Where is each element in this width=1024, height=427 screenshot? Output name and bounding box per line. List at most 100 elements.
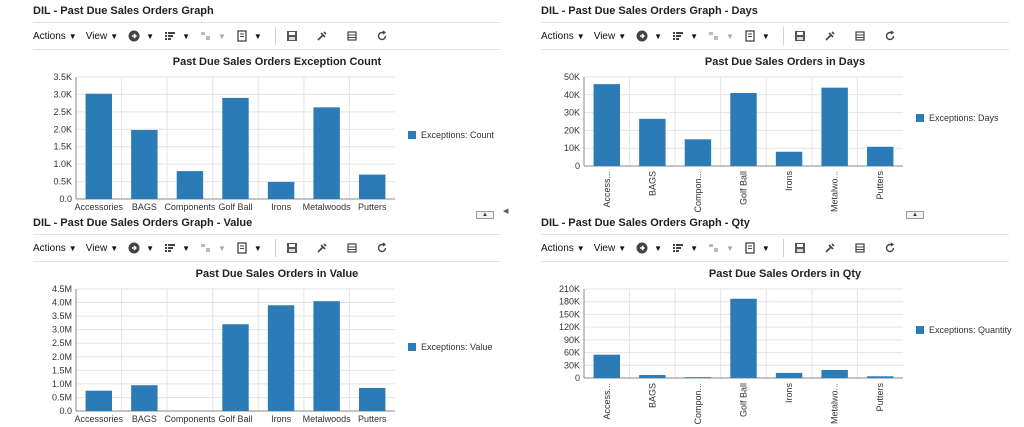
legend-label[interactable]: Exceptions: Days <box>929 113 999 123</box>
bar[interactable] <box>593 84 621 166</box>
bar[interactable] <box>684 377 712 378</box>
bar[interactable] <box>358 387 386 411</box>
panel-collapse-button[interactable]: ▲ <box>906 211 924 219</box>
refresh-button[interactable] <box>375 29 396 43</box>
bar[interactable] <box>639 118 666 166</box>
y-tick-label: 2.5M <box>52 338 72 348</box>
go-button[interactable]: ▼ <box>127 241 154 255</box>
detach-button[interactable] <box>853 29 874 43</box>
chevron-down-icon: ▼ <box>182 243 190 253</box>
go-icon <box>635 241 649 255</box>
columns-button[interactable]: ▼ <box>163 29 190 43</box>
bar[interactable] <box>593 354 621 378</box>
refresh-icon <box>375 29 389 43</box>
bar[interactable] <box>639 375 666 378</box>
y-tick-label: 90K <box>564 335 580 345</box>
bar[interactable] <box>222 97 249 199</box>
x-tick-label: Access... <box>602 383 612 420</box>
columns-button[interactable]: ▼ <box>671 241 698 255</box>
x-tick-label: Components <box>164 202 216 212</box>
actions-menu-button[interactable]: Actions ▼ <box>33 243 77 254</box>
legend-label[interactable]: Exceptions: Quantity <box>929 325 1012 335</box>
refresh-button[interactable] <box>883 241 904 255</box>
view-menu-button[interactable]: View ▼ <box>594 31 626 42</box>
chevron-down-icon: ▼ <box>182 31 190 41</box>
bar[interactable] <box>358 174 386 199</box>
view-menu-button[interactable]: View ▼ <box>86 31 118 42</box>
x-tick-label: Accessories <box>75 202 124 212</box>
save-button[interactable] <box>793 29 814 43</box>
bar[interactable] <box>866 376 894 378</box>
view-menu-button[interactable]: View ▼ <box>86 243 118 254</box>
legend-label[interactable]: Exceptions: Value <box>421 342 492 352</box>
x-tick-label: Putters <box>358 202 387 212</box>
bar[interactable] <box>267 181 295 199</box>
chart-title: Past Due Sales Orders in Value <box>196 268 359 280</box>
save-button[interactable] <box>793 241 814 255</box>
view-menu-button[interactable]: View ▼ <box>594 243 626 254</box>
export-button[interactable]: ▼ <box>743 241 770 255</box>
bar[interactable] <box>730 93 757 166</box>
detach-button[interactable] <box>853 241 874 255</box>
export-button[interactable]: ▼ <box>235 29 262 43</box>
y-tick-label: 0 <box>575 161 580 171</box>
save-button[interactable] <box>285 241 306 255</box>
settings-button[interactable] <box>315 241 336 255</box>
bar[interactable] <box>821 369 848 378</box>
panel-title: DIL - Past Due Sales Orders Graph - Days <box>541 5 758 17</box>
detach-button[interactable] <box>345 241 366 255</box>
legend-swatch <box>408 343 416 351</box>
save-icon <box>285 29 299 43</box>
panel-title: DIL - Past Due Sales Orders Graph - Qty <box>541 217 750 229</box>
y-tick-label: 120K <box>559 322 580 332</box>
actions-menu-button[interactable]: Actions ▼ <box>541 31 585 42</box>
go-button[interactable]: ▼ <box>635 241 662 255</box>
refresh-button[interactable] <box>883 29 904 43</box>
bar[interactable] <box>730 298 757 378</box>
save-icon <box>793 241 807 255</box>
refresh-button[interactable] <box>375 241 396 255</box>
save-button[interactable] <box>285 29 306 43</box>
splitter-handle-icon[interactable]: ◀ <box>503 208 509 215</box>
legend-label[interactable]: Exceptions: Count <box>421 130 495 140</box>
actions-menu-button[interactable]: Actions ▼ <box>541 243 585 254</box>
bar[interactable] <box>85 93 113 199</box>
bar[interactable] <box>775 372 803 378</box>
settings-button[interactable] <box>823 29 844 43</box>
columns-button[interactable]: ▼ <box>671 29 698 43</box>
detach-icon <box>345 241 359 255</box>
columns-icon <box>163 29 177 43</box>
bar[interactable] <box>267 305 295 411</box>
bar[interactable] <box>313 301 340 411</box>
bar[interactable] <box>866 146 894 166</box>
detach-button[interactable] <box>345 29 366 43</box>
export-button[interactable]: ▼ <box>235 241 262 255</box>
chevron-down-icon: ▼ <box>690 243 698 253</box>
panel-days: DIL - Past Due Sales Orders Graph - Days… <box>508 0 1009 213</box>
bar[interactable] <box>222 324 249 411</box>
x-tick-label: Putters <box>358 414 387 424</box>
panel-collapse-button[interactable]: ▲ <box>476 211 494 219</box>
actions-menu-button[interactable]: Actions ▼ <box>33 31 77 42</box>
bar[interactable] <box>313 107 340 199</box>
go-button[interactable]: ▼ <box>127 29 154 43</box>
panel-title: DIL - Past Due Sales Orders Graph - Valu… <box>33 217 253 229</box>
bar[interactable] <box>684 139 712 166</box>
columns-button[interactable]: ▼ <box>163 241 190 255</box>
y-tick-label: 3.5K <box>53 72 72 82</box>
y-tick-label: 40K <box>564 90 580 100</box>
bar[interactable] <box>775 151 803 166</box>
bar[interactable] <box>85 390 113 411</box>
refresh-icon <box>375 241 389 255</box>
bar[interactable] <box>131 129 158 199</box>
bar[interactable] <box>821 87 848 166</box>
settings-button[interactable] <box>315 29 336 43</box>
bar[interactable] <box>131 385 158 411</box>
bar[interactable] <box>176 171 204 199</box>
panel-value: DIL - Past Due Sales Orders Graph - Valu… <box>0 212 501 425</box>
x-tick-label: Irons <box>784 171 794 192</box>
export-button[interactable]: ▼ <box>743 29 770 43</box>
settings-button[interactable] <box>823 241 844 255</box>
go-button[interactable]: ▼ <box>635 29 662 43</box>
x-tick-label: Golf Ball <box>218 202 252 212</box>
